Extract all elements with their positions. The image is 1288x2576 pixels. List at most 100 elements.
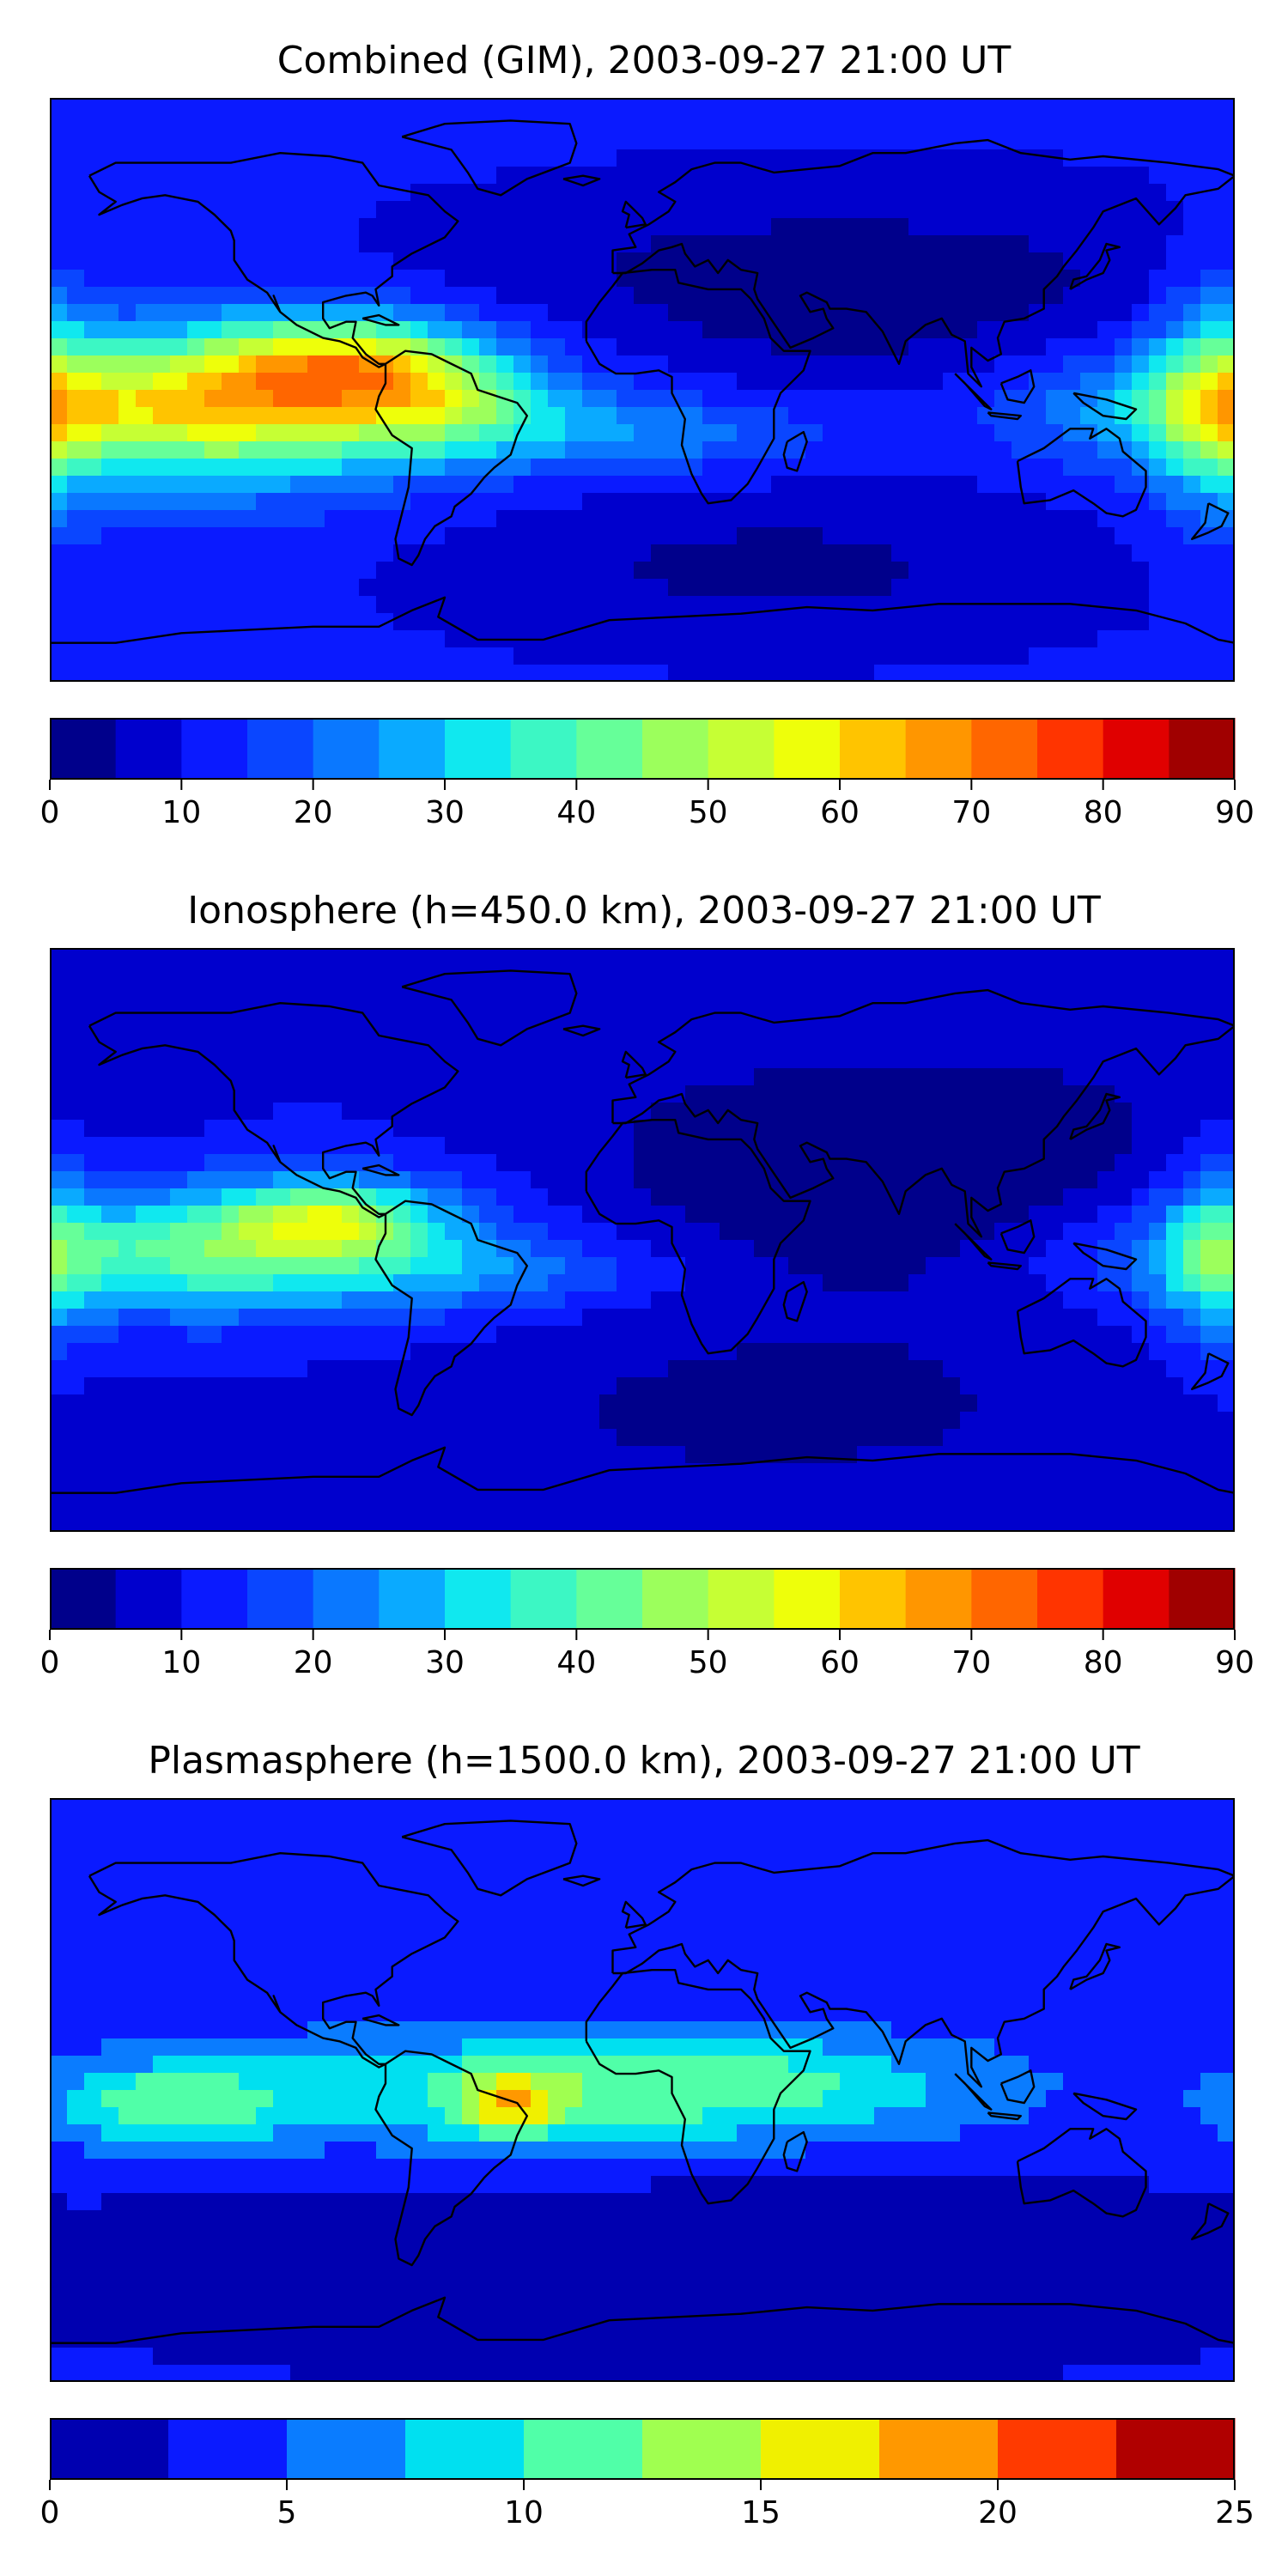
tec-cell <box>256 1360 274 1378</box>
tec-cell <box>926 1068 944 1086</box>
tec-cell <box>1097 665 1115 682</box>
tec-cell <box>634 235 652 253</box>
tec-cell <box>994 948 1012 966</box>
tec-cell <box>222 1257 240 1275</box>
tec-cell <box>239 1815 257 1833</box>
tec-cell <box>960 1154 978 1172</box>
tec-cell <box>1115 287 1133 305</box>
tec-cell <box>737 1188 755 1206</box>
tec-cell <box>342 441 360 459</box>
tec-cell <box>857 98 875 116</box>
tec-cell <box>548 1085 566 1103</box>
tec-cell <box>513 201 532 219</box>
tec-cell <box>634 948 652 966</box>
tec-cell <box>994 579 1012 597</box>
tec-cell <box>273 132 291 150</box>
tec-cell <box>1183 1412 1201 1430</box>
tec-cell <box>1166 1274 1184 1292</box>
tec-cell <box>1115 1103 1133 1121</box>
tec-cell <box>410 1429 428 1447</box>
tec-cell <box>908 441 927 459</box>
tec-cell <box>462 184 480 202</box>
tec-cell <box>325 132 343 150</box>
tec-cell <box>823 1498 841 1516</box>
tec-cell <box>702 424 720 442</box>
tec-cell <box>222 613 240 631</box>
tec-cell <box>273 1103 291 1121</box>
tec-cell <box>1029 630 1047 648</box>
tec-cell <box>651 1360 669 1378</box>
tec-cell <box>376 252 394 270</box>
tec-cell <box>1029 1206 1047 1224</box>
tec-cell <box>101 965 119 983</box>
tec-cell <box>874 252 892 270</box>
tec-cell <box>531 115 549 133</box>
tec-cell <box>565 1051 583 1069</box>
colorbar-tick-label: 20 <box>294 1645 333 1680</box>
tec-cell <box>462 1309 480 1327</box>
tec-cell <box>1115 965 1133 983</box>
tec-cell <box>1218 1137 1235 1155</box>
tec-cell <box>737 1343 755 1361</box>
tec-cell <box>342 544 360 562</box>
tec-cell <box>428 1394 446 1413</box>
tec-cell <box>170 1498 188 1516</box>
tec-cell <box>531 613 549 631</box>
tec-cell <box>513 1223 532 1241</box>
tec-cell <box>599 115 617 133</box>
tec-cell <box>376 1309 394 1327</box>
tec-cell <box>101 1832 119 1850</box>
tec-cell <box>1200 1017 1218 1035</box>
tec-cell <box>307 1429 325 1447</box>
tec-cell <box>1046 544 1064 562</box>
tec-cell <box>823 1377 841 1395</box>
tec-cell <box>1046 965 1064 983</box>
tec-cell <box>393 270 411 288</box>
tec-cell <box>565 1171 583 1189</box>
tec-cell <box>359 630 377 648</box>
tec-cell <box>926 287 944 305</box>
tec-cell <box>256 1257 274 1275</box>
tec-cell <box>393 1343 411 1361</box>
tec-cell <box>428 373 446 391</box>
tec-cell <box>1012 1412 1030 1430</box>
tec-cell <box>874 1188 892 1206</box>
tec-cell <box>1183 338 1201 356</box>
tec-cell <box>118 235 137 253</box>
tec-cell <box>857 321 875 339</box>
tec-cell <box>531 647 549 665</box>
tec-cell <box>874 1377 892 1395</box>
tec-cell <box>118 493 137 511</box>
tec-cell <box>634 1206 652 1224</box>
tec-cell <box>84 948 102 966</box>
tec-cell <box>136 1412 154 1430</box>
tec-cell <box>1149 355 1167 374</box>
tec-cell <box>118 1120 137 1138</box>
tec-cell <box>462 338 480 356</box>
tec-cell <box>50 321 68 339</box>
tec-cell <box>651 1120 669 1138</box>
tec-cell <box>668 1360 686 1378</box>
tec-cell <box>153 1798 171 1816</box>
tec-cell <box>204 252 222 270</box>
tec-cell <box>496 201 514 219</box>
tec-cell <box>1029 390 1047 408</box>
tec-cell <box>805 1120 823 1138</box>
tec-cell <box>359 1274 377 1292</box>
tec-cell <box>50 1068 68 1086</box>
tec-cell <box>737 132 755 150</box>
tec-cell <box>891 235 909 253</box>
tec-cell <box>926 218 944 236</box>
tec-cell <box>273 1429 291 1447</box>
tec-cell <box>771 527 789 545</box>
tec-cell <box>1166 630 1184 648</box>
tec-cell <box>651 252 669 270</box>
tec-cell <box>393 596 411 614</box>
tec-cell <box>1097 1498 1115 1516</box>
tec-cell <box>1218 321 1235 339</box>
tec-cell <box>118 1377 137 1395</box>
tec-cell <box>891 1515 909 1532</box>
tec-cell <box>702 613 720 631</box>
tec-cell <box>823 1291 841 1309</box>
tec-cell <box>1063 338 1081 356</box>
